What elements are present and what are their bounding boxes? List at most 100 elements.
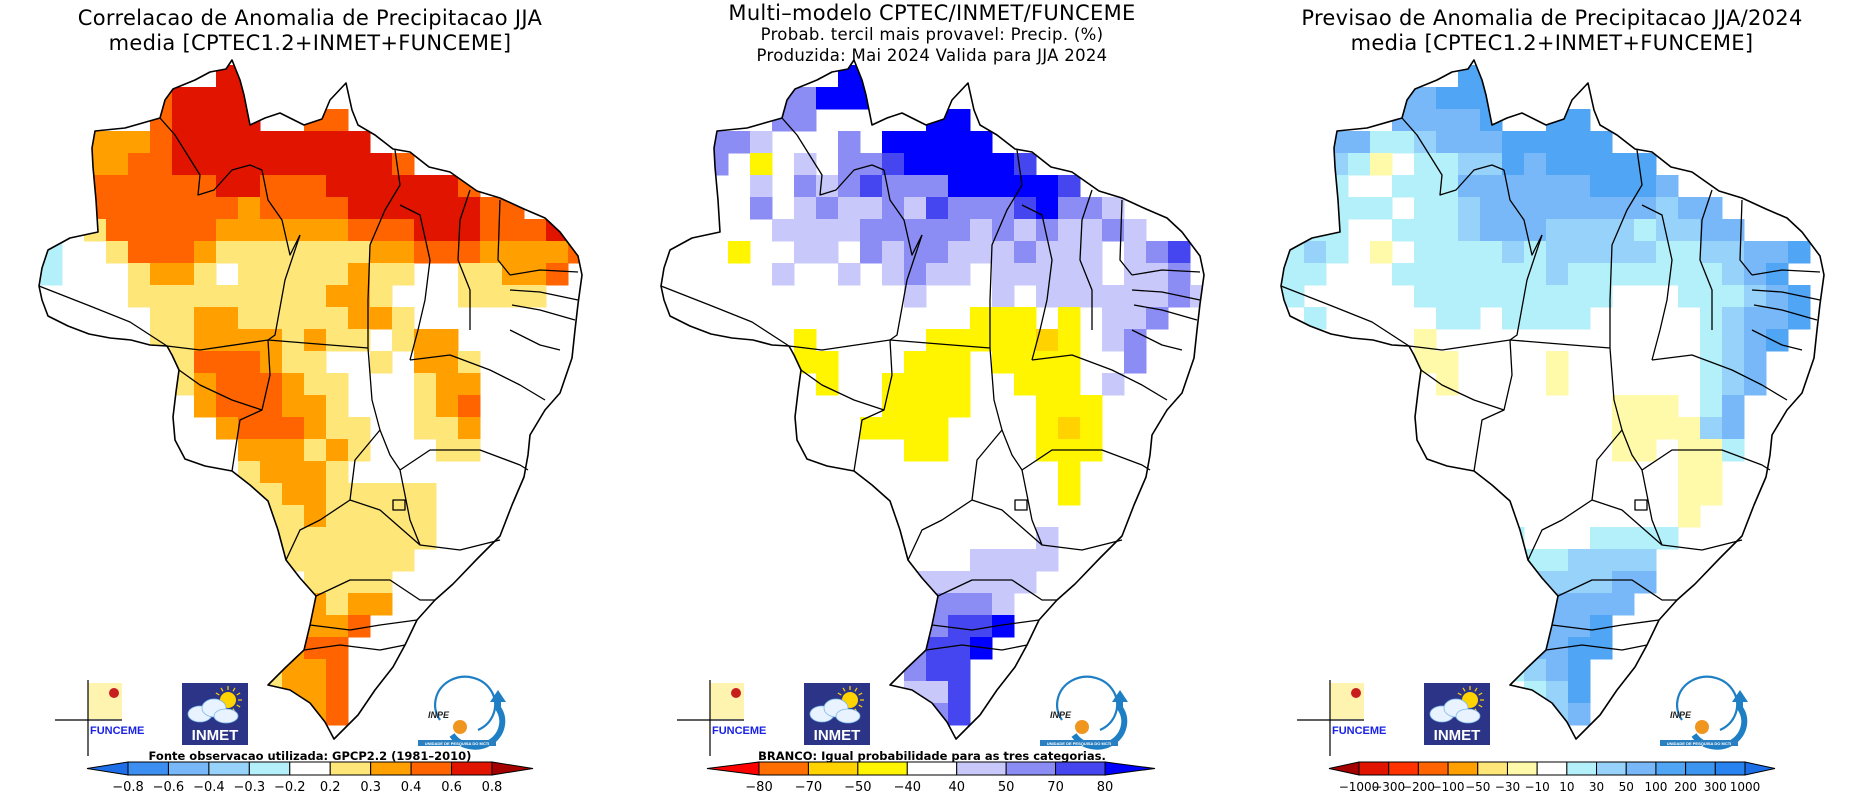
grid-cell [1722, 373, 1745, 396]
colorbar-tick-label: 50 [998, 780, 1015, 795]
grid-cell [992, 351, 1015, 374]
grid-cell [1546, 549, 1569, 572]
grid-cell [326, 109, 349, 132]
panel-title-line-1: Previsao de Anomalia de Precipitacao JJA… [1301, 6, 1803, 30]
grid-cell [970, 549, 993, 572]
grid-cell [1058, 219, 1081, 242]
state-border [1527, 429, 1623, 561]
state-borders [1280, 117, 1821, 651]
grid-cell [904, 219, 927, 242]
state-border [509, 289, 579, 301]
grid-cell [992, 571, 1015, 594]
grid-cell [926, 417, 949, 440]
state-border [889, 234, 923, 341]
grid-cell [1766, 241, 1789, 264]
grid-cell [392, 549, 415, 572]
grid-cell [1590, 527, 1613, 550]
colorbar-tick-label: 0.4 [401, 780, 422, 795]
arrow-up-icon [1112, 690, 1128, 702]
grid-cell [1524, 571, 1547, 594]
grid-cell [1436, 153, 1459, 176]
grid-cell [1502, 241, 1525, 264]
colorbar-box [1625, 761, 1657, 776]
state-border [907, 429, 1003, 561]
inpe-label: INPE [1670, 710, 1692, 720]
grid-cell [282, 329, 305, 352]
grid-cell [1722, 263, 1745, 286]
grid-cell [1700, 219, 1723, 242]
state-border [509, 329, 561, 351]
grid-cell [1058, 329, 1081, 352]
grid-cell [524, 263, 547, 286]
grid-cell [1014, 241, 1037, 264]
grid-cell [436, 329, 459, 352]
grid-cell [992, 615, 1015, 638]
grid-cell [1744, 241, 1767, 264]
grid-cell [524, 219, 547, 242]
state-border [1551, 619, 1660, 631]
grid-cell [1524, 615, 1547, 638]
grid-cell [1014, 197, 1037, 220]
grid-cell [282, 483, 305, 506]
grid-cell [794, 87, 817, 110]
grid-cell [260, 637, 283, 660]
grid-cell [1436, 109, 1459, 132]
grid-cell [948, 593, 971, 616]
grid-cell [326, 263, 349, 286]
colorbar-box [1685, 761, 1716, 776]
grid-cell [1458, 153, 1481, 176]
grid-cell [1524, 131, 1547, 154]
grid-cell [992, 549, 1015, 572]
grid-cell [1656, 417, 1679, 440]
colorbar-note: Fonte observacao utilizada: GPCP2.2 (198… [148, 749, 472, 763]
grid-cell [1124, 307, 1147, 330]
grid-cell [1458, 87, 1481, 110]
grid-cell [1058, 483, 1081, 506]
colorbar-box [127, 761, 169, 776]
grid-cell [1634, 263, 1657, 286]
grid-cell [194, 351, 217, 374]
grid-cell [458, 263, 481, 286]
grid-cell [948, 263, 971, 286]
grid-cell [436, 241, 459, 264]
state-border [392, 499, 406, 511]
grid-cell [260, 153, 283, 176]
grid-cell [970, 219, 993, 242]
colorbar-box [410, 761, 453, 776]
grid-cell [1568, 307, 1591, 330]
grid-cell [238, 439, 261, 462]
grid-cell [282, 175, 305, 198]
state-borders [38, 117, 579, 651]
grid-cell [1480, 87, 1503, 110]
brazil-map-probability: FUNCEME INMET INPE UNIDADE DE PESQUISA DO M… [660, 59, 1205, 795]
grid-cell [370, 549, 393, 572]
grid-cell [904, 131, 927, 154]
state-border [509, 269, 579, 276]
grid-cell [304, 571, 327, 594]
panel-title-line-1: Correlacao de Anomalia de Precipitacao J… [77, 6, 543, 30]
grid-cell [1722, 307, 1745, 330]
colorbar-box [1417, 761, 1449, 776]
cloud-icon [809, 698, 861, 724]
grid-cell [106, 241, 129, 264]
grid-cell [216, 109, 239, 132]
grid-cell [84, 219, 107, 242]
state-border [1545, 644, 1648, 651]
grid-cell [772, 263, 795, 286]
grid-cell [1480, 241, 1503, 264]
grid-cell [926, 329, 949, 352]
grid-cell [1634, 241, 1657, 264]
grid-cell [216, 307, 239, 330]
grid-cell [1036, 549, 1059, 572]
grid-cell [1568, 241, 1591, 264]
grid-cell [860, 153, 883, 176]
grid-cell [260, 373, 283, 396]
panel-title-line-2: media [CPTEC1.2+INMET+FUNCEME] [1350, 31, 1754, 55]
grid-cell [458, 241, 481, 264]
colorbar-tick-label: −0.3 [234, 780, 266, 795]
grid-cell [304, 241, 327, 264]
grid-cell [216, 285, 239, 308]
grid-cell [1146, 307, 1169, 330]
grid-cell [904, 197, 927, 220]
grid-cell [1590, 153, 1613, 176]
